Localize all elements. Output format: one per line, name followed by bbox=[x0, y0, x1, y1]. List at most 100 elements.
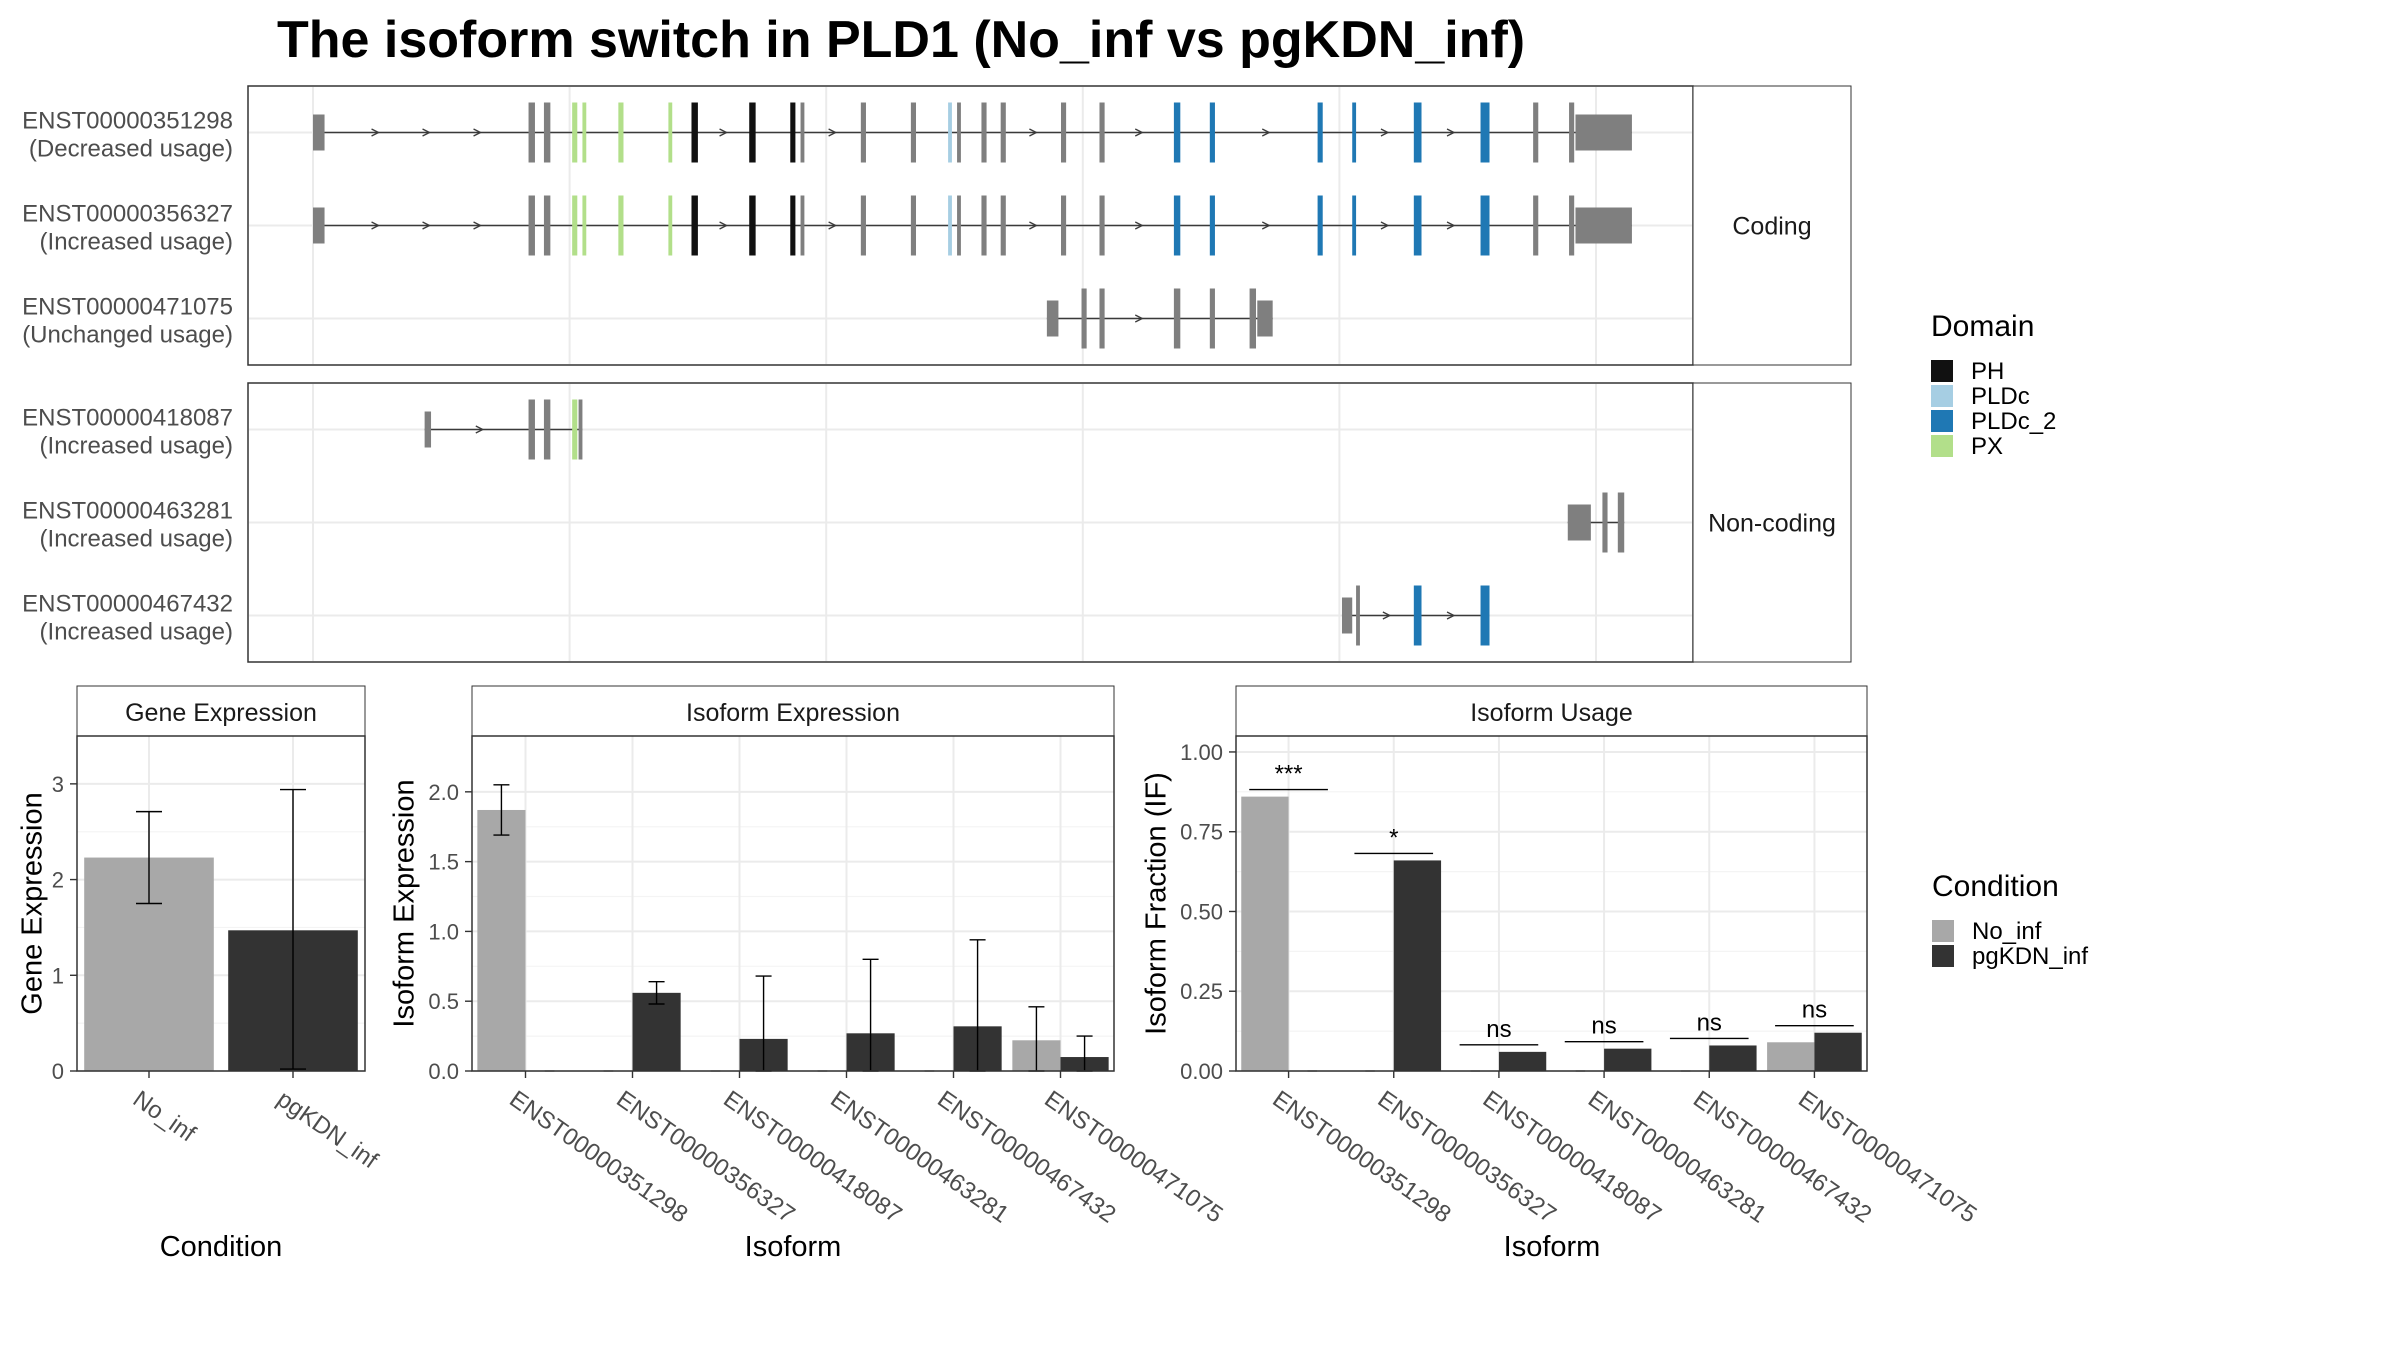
chart-plot-border bbox=[76, 735, 366, 1072]
exon-block bbox=[749, 102, 756, 163]
exon-block bbox=[948, 195, 952, 256]
transcript-id-label: ENST00000418087 bbox=[22, 405, 233, 432]
transcript-row: ENST00000356327(Increased usage) bbox=[22, 195, 1692, 256]
legend-title: Domain bbox=[1931, 310, 2034, 343]
exon-block bbox=[1480, 585, 1490, 646]
intron-arrow bbox=[371, 128, 380, 137]
transcript-usage-label: (Increased usage) bbox=[40, 229, 233, 256]
exon-block bbox=[1569, 195, 1575, 256]
intron-arrow bbox=[475, 425, 485, 434]
exon-block bbox=[528, 102, 535, 163]
intron-arrow bbox=[1446, 128, 1456, 137]
exon-block bbox=[618, 195, 624, 256]
legend-item-label: No_inf bbox=[1972, 918, 2042, 945]
chart-strip-title: Isoform Usage bbox=[1470, 699, 1633, 727]
exon-block bbox=[1352, 102, 1357, 163]
y-tick-label: 0.25 bbox=[1180, 979, 1223, 1004]
intron-arrow bbox=[473, 128, 482, 137]
exon-block bbox=[1209, 288, 1215, 349]
intron-arrow bbox=[719, 128, 729, 137]
chart-plot-border bbox=[1235, 735, 1868, 1072]
exon-block bbox=[1000, 102, 1006, 163]
exon-block bbox=[957, 195, 961, 256]
transcript-usage-label: (Increased usage) bbox=[40, 619, 233, 646]
x-tick-label: ENST00000467432 bbox=[1688, 1086, 1876, 1229]
transcript-id-label: ENST00000471075 bbox=[22, 294, 233, 321]
exon-block bbox=[1352, 195, 1357, 256]
exon-block bbox=[1173, 195, 1181, 256]
exon-block bbox=[582, 195, 587, 256]
exon-block bbox=[1209, 195, 1215, 256]
significance-label: ns bbox=[1697, 1009, 1722, 1036]
y-axis-title: Isoform Expression bbox=[389, 779, 421, 1027]
exon-block bbox=[1209, 102, 1215, 163]
intron-arrow bbox=[1134, 314, 1144, 323]
y-tick-label: 2 bbox=[52, 868, 64, 893]
exon-block bbox=[668, 102, 673, 163]
y-tick-label: 0.00 bbox=[1180, 1059, 1223, 1084]
significance-label: * bbox=[1389, 824, 1398, 851]
exon-block bbox=[790, 195, 796, 256]
exon-block bbox=[543, 195, 551, 256]
exon-block bbox=[800, 195, 805, 256]
exon-block bbox=[981, 195, 987, 256]
x-axis-title: Condition bbox=[160, 1231, 283, 1263]
exon-block bbox=[668, 195, 673, 256]
legend-swatch bbox=[1931, 435, 1953, 457]
exon-block bbox=[1000, 195, 1006, 256]
transcript-row: ENST00000463281(Increased usage) bbox=[22, 492, 1692, 553]
transcript-id-label: ENST00000351298 bbox=[22, 108, 233, 135]
legend-swatch bbox=[1932, 920, 1954, 942]
intron-arrow bbox=[1029, 128, 1038, 137]
bar bbox=[1241, 796, 1289, 1071]
intron-arrow bbox=[473, 221, 482, 230]
exon-block bbox=[1173, 102, 1181, 163]
exon-block bbox=[543, 102, 551, 163]
exon-block bbox=[1533, 195, 1539, 256]
bar bbox=[1498, 1051, 1547, 1071]
exon-block bbox=[1060, 195, 1067, 256]
transcript-id-label: ENST00000356327 bbox=[22, 201, 233, 228]
x-tick-label: ENST00000351298 bbox=[504, 1086, 692, 1229]
bar bbox=[1709, 1045, 1757, 1071]
y-axis-title: Gene Expression bbox=[17, 792, 49, 1014]
transcript-row: ENST00000418087(Increased usage) bbox=[22, 399, 1692, 460]
intron-arrow bbox=[1261, 221, 1271, 230]
exon-block bbox=[860, 102, 866, 163]
y-axis-title: Isoform Fraction (IF) bbox=[1141, 772, 1173, 1035]
intron-arrow bbox=[828, 128, 838, 137]
exon-block bbox=[543, 399, 551, 460]
y-tick-label: 1.00 bbox=[1180, 740, 1223, 765]
exon-block bbox=[790, 102, 796, 163]
legend-title: Condition bbox=[1932, 870, 2059, 903]
exon-block bbox=[1480, 102, 1490, 163]
significance-label: ns bbox=[1802, 997, 1827, 1024]
exon-block bbox=[1413, 585, 1422, 646]
exon-block bbox=[1575, 207, 1632, 244]
intron-arrow bbox=[422, 128, 431, 137]
bar bbox=[1604, 1048, 1652, 1071]
error-bar bbox=[280, 788, 306, 1070]
intron-arrow bbox=[1380, 128, 1390, 137]
exon-block bbox=[1617, 492, 1625, 553]
intron-arrow bbox=[1380, 221, 1390, 230]
y-tick-label: 3 bbox=[52, 772, 64, 797]
exon-block bbox=[1533, 102, 1539, 163]
significance-label: ns bbox=[1591, 1013, 1616, 1040]
exon-block bbox=[1099, 288, 1105, 349]
bar-chart-isoform-usage: Isoform Usage****ns ns ns ns0.000.250.500.7… bbox=[1141, 685, 1982, 1263]
y-tick-label: 0.5 bbox=[428, 989, 459, 1014]
exon-block bbox=[860, 195, 866, 256]
x-axis-title: Isoform bbox=[745, 1231, 842, 1263]
intron-arrow bbox=[719, 221, 729, 230]
intron-arrow bbox=[1446, 221, 1456, 230]
legend-swatch bbox=[1931, 410, 1953, 432]
x-tick-label: ENST00000471075 bbox=[1793, 1086, 1981, 1229]
significance-label: *** bbox=[1275, 761, 1303, 788]
y-tick-label: 1 bbox=[52, 963, 64, 988]
intron-arrow bbox=[1446, 611, 1456, 620]
exon-block bbox=[424, 411, 432, 448]
